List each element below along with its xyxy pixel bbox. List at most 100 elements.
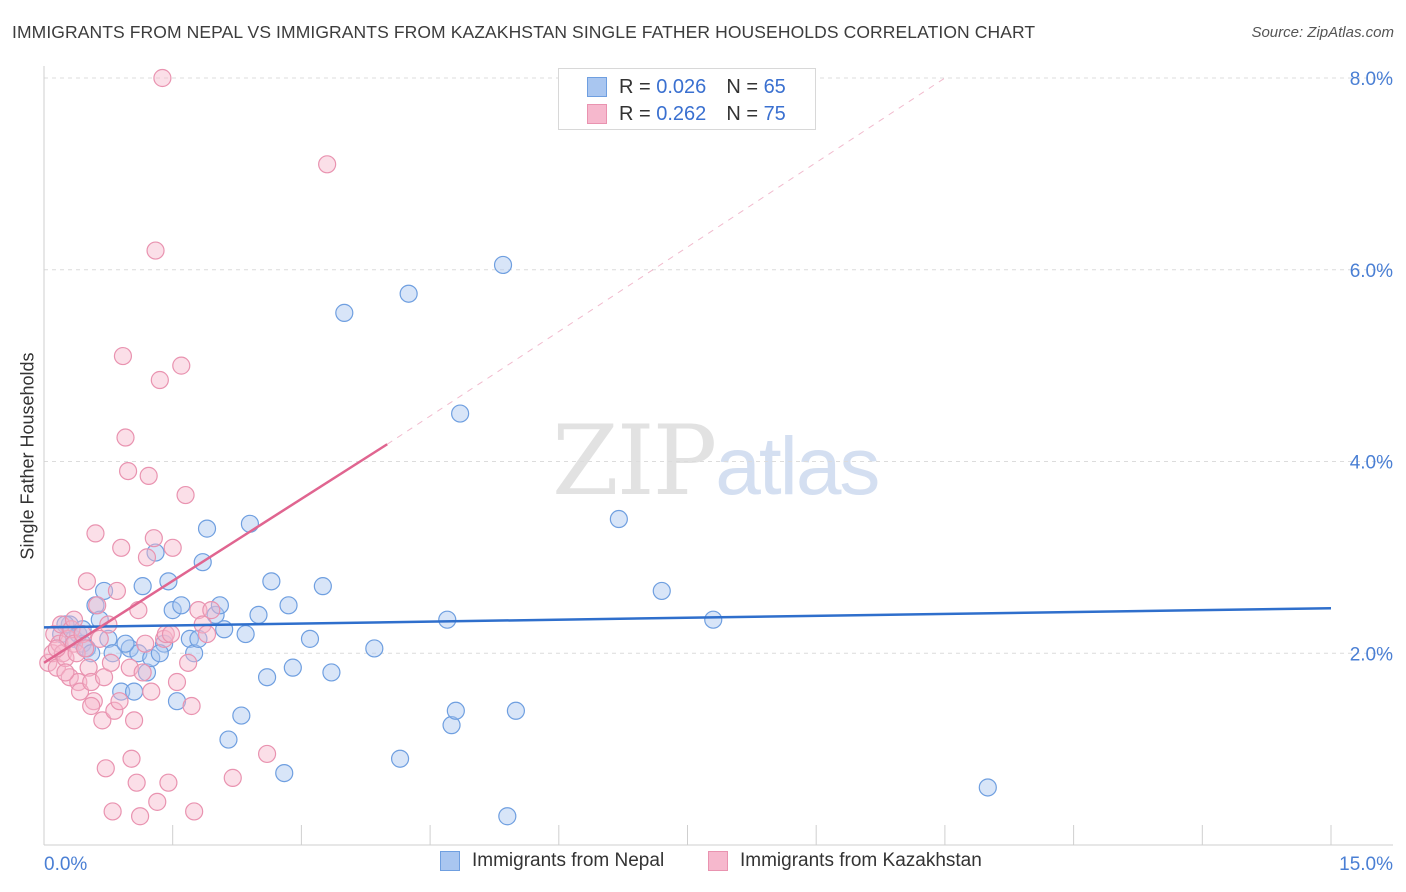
series-nepal-points	[52, 255, 997, 826]
chart-source: Source: ZipAtlas.com	[1251, 24, 1394, 41]
legend-r-value-nepal: 0.026	[656, 75, 707, 98]
chart-title: IMMIGRANTS FROM NEPAL VS IMMIGRANTS FROM…	[12, 22, 1036, 42]
data-point-kazakhstan	[189, 601, 208, 620]
data-point-kazakhstan	[318, 155, 337, 174]
data-point-nepal	[438, 610, 457, 629]
data-point-nepal	[236, 624, 255, 644]
data-point-kazakhstan	[159, 773, 178, 792]
data-point-nepal	[82, 644, 101, 663]
legend-n-label: N =	[726, 102, 758, 125]
data-point-kazakhstan	[77, 572, 97, 591]
data-point-nepal	[399, 284, 418, 303]
data-point-kazakhstan	[124, 711, 144, 730]
y-tick-label: 4.0%	[1350, 453, 1393, 474]
data-point-nepal	[442, 716, 461, 735]
data-point-nepal	[257, 668, 277, 687]
data-point-nepal	[197, 519, 217, 538]
data-point-nepal	[365, 639, 384, 658]
data-point-nepal	[704, 610, 723, 629]
data-point-nepal	[275, 763, 294, 783]
data-point-kazakhstan	[112, 538, 131, 557]
data-point-kazakhstan	[67, 644, 86, 663]
data-point-nepal	[506, 701, 526, 720]
data-point-kazakhstan	[130, 807, 150, 826]
x-tick-label: 0.0%	[44, 854, 87, 875]
data-point-nepal	[262, 572, 281, 591]
data-point-nepal	[313, 577, 332, 596]
data-point-kazakhstan	[150, 370, 169, 390]
data-point-kazakhstan	[93, 711, 112, 730]
series-legend-item-nepal[interactable]: Immigrants from Nepal	[440, 850, 664, 872]
series-legend-label-nepal: Immigrants from Nepal	[472, 850, 665, 871]
data-point-kazakhstan	[101, 653, 121, 672]
series-legend-swatch-nepal	[440, 851, 460, 871]
legend-r-value-kazakhstan: 0.262	[656, 102, 707, 125]
legend-n-value-nepal: 65	[763, 75, 786, 98]
data-point-kazakhstan	[202, 601, 221, 620]
data-point-kazakhstan	[103, 802, 122, 821]
data-point-kazakhstan	[116, 428, 135, 447]
data-point-nepal	[322, 663, 341, 682]
data-point-nepal	[219, 730, 238, 749]
data-point-kazakhstan	[136, 634, 155, 653]
data-point-nepal	[163, 601, 182, 620]
data-point-nepal	[232, 706, 251, 725]
legend-r-label: R =	[619, 75, 651, 98]
data-point-nepal	[124, 682, 144, 701]
data-point-kazakhstan	[86, 524, 105, 543]
data-point-kazakhstan	[148, 792, 167, 811]
legend-swatch-kazakhstan	[587, 104, 607, 124]
data-point-nepal	[390, 749, 410, 768]
data-point-kazakhstan	[88, 596, 107, 615]
data-point-kazakhstan	[64, 610, 84, 629]
data-point-kazakhstan	[79, 658, 98, 677]
series-legend-label-kazakhstan: Immigrants from Kazakhstan	[740, 850, 982, 871]
data-point-nepal	[215, 620, 234, 639]
data-point-kazakhstan	[139, 466, 158, 485]
correlation-legend: R = 0.026 N = 65 R = 0.262 N = 75	[558, 68, 816, 130]
data-point-kazakhstan	[105, 701, 124, 720]
data-point-nepal	[279, 596, 298, 615]
series-legend-item-kazakhstan[interactable]: Immigrants from Kazakhstan	[708, 850, 982, 872]
data-point-kazakhstan	[223, 768, 242, 787]
data-point-kazakhstan	[142, 682, 161, 701]
data-point-kazakhstan	[153, 68, 172, 88]
data-point-nepal	[652, 581, 671, 601]
data-point-kazakhstan	[90, 629, 109, 648]
data-point-nepal	[249, 605, 268, 625]
legend-swatch-nepal	[587, 77, 607, 97]
data-point-nepal	[451, 404, 470, 423]
data-point-nepal	[446, 701, 465, 720]
axes	[43, 66, 1393, 846]
data-point-kazakhstan	[82, 696, 101, 716]
data-point-kazakhstan	[176, 485, 195, 505]
grid-lines	[44, 77, 1393, 654]
data-point-kazakhstan	[107, 581, 127, 601]
data-point-nepal	[300, 629, 320, 648]
data-point-nepal	[609, 509, 628, 529]
data-point-nepal	[210, 596, 229, 615]
data-point-nepal	[146, 543, 165, 562]
data-point-nepal	[978, 778, 997, 797]
data-point-nepal	[498, 807, 517, 826]
legend-row-kazakhstan: R = 0.262 N = 75	[587, 101, 786, 127]
data-point-kazakhstan	[110, 692, 129, 711]
y-tick-label: 8.0%	[1350, 69, 1393, 90]
data-point-kazakhstan	[197, 624, 217, 644]
data-point-kazakhstan	[122, 749, 141, 768]
data-point-nepal	[150, 644, 169, 663]
data-point-nepal	[283, 658, 302, 677]
trend-extension-kazakhstan	[386, 77, 946, 445]
tick-labels: 2.0% 4.0% 6.0% 8.0% 0.0% 15.0%	[44, 69, 1393, 875]
legend-n-label: N =	[726, 75, 758, 98]
legend-row-nepal: R = 0.026 N = 65	[587, 74, 786, 100]
legend-r-label: R =	[619, 102, 651, 125]
data-point-nepal	[137, 663, 157, 682]
data-point-kazakhstan	[185, 802, 204, 821]
data-point-kazakhstan	[172, 356, 191, 375]
data-point-nepal	[335, 303, 354, 322]
series-kazakhstan-points	[39, 68, 337, 826]
legend-n-value-kazakhstan: 75	[763, 102, 786, 125]
data-point-kazakhstan	[118, 461, 138, 481]
